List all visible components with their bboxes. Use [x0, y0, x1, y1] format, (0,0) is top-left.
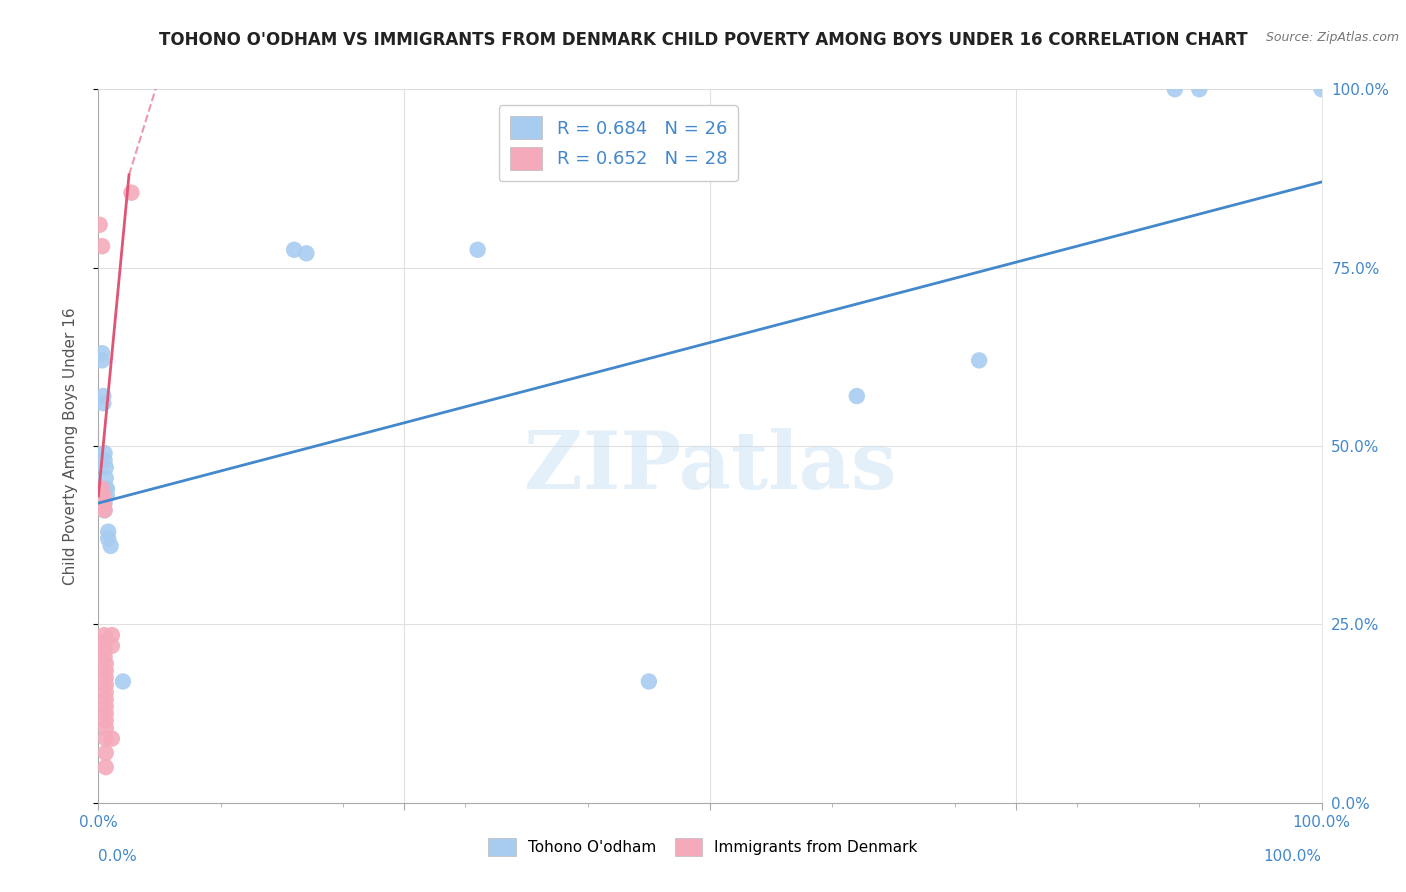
Text: Source: ZipAtlas.com: Source: ZipAtlas.com: [1265, 31, 1399, 45]
Point: [94, 760, 117, 774]
Y-axis label: Child Poverty Among Boys Under 16: Child Poverty Among Boys Under 16: [63, 307, 77, 585]
Point: [94, 678, 117, 692]
Point: [91, 396, 114, 410]
Point: [94, 692, 117, 706]
Point: [120, 186, 142, 200]
Point: [91, 353, 114, 368]
Point: [94, 671, 117, 685]
Point: [94, 699, 117, 714]
Legend: Tohono O'odham, Immigrants from Denmark: Tohono O'odham, Immigrants from Denmark: [482, 832, 924, 862]
Point: [295, 246, 318, 260]
Point: [93, 453, 115, 467]
Point: [91, 500, 114, 514]
Point: [94, 657, 117, 671]
Point: [967, 353, 990, 368]
Point: [283, 243, 305, 257]
Point: [97, 524, 120, 539]
Point: [89, 218, 111, 232]
Text: ZIPatlas: ZIPatlas: [524, 428, 896, 507]
Text: 100.0%: 100.0%: [1264, 849, 1322, 863]
Point: [1310, 82, 1333, 96]
Point: [91, 346, 114, 360]
Point: [94, 714, 117, 728]
Point: [96, 489, 118, 503]
Point: [93, 635, 115, 649]
Point: [94, 731, 117, 746]
Point: [91, 239, 114, 253]
Point: [100, 539, 122, 553]
Point: [93, 649, 115, 664]
Point: [94, 721, 117, 735]
Point: [101, 731, 124, 746]
Point: [91, 389, 114, 403]
Point: [467, 243, 489, 257]
Point: [93, 503, 115, 517]
Point: [101, 639, 124, 653]
Text: 0.0%: 0.0%: [98, 849, 138, 863]
Point: [111, 674, 134, 689]
Point: [91, 496, 114, 510]
Legend: R = 0.684   N = 26, R = 0.652   N = 28: R = 0.684 N = 26, R = 0.652 N = 28: [499, 105, 738, 181]
Point: [94, 471, 117, 485]
Point: [845, 389, 868, 403]
Point: [93, 503, 115, 517]
Point: [94, 746, 117, 760]
Point: [91, 482, 114, 496]
Point: [93, 642, 115, 657]
Point: [97, 532, 120, 546]
Point: [96, 482, 118, 496]
Point: [1164, 82, 1187, 96]
Point: [93, 446, 115, 460]
Point: [91, 489, 114, 503]
Point: [94, 685, 117, 699]
Point: [93, 496, 115, 510]
Point: [638, 674, 661, 689]
Point: [1188, 82, 1211, 96]
Point: [94, 664, 117, 678]
Point: [101, 628, 124, 642]
Point: [94, 460, 117, 475]
Point: [94, 706, 117, 721]
Point: [94, 482, 117, 496]
Point: [93, 628, 115, 642]
Text: TOHONO O'ODHAM VS IMMIGRANTS FROM DENMARK CHILD POVERTY AMONG BOYS UNDER 16 CORR: TOHONO O'ODHAM VS IMMIGRANTS FROM DENMAR…: [159, 31, 1247, 49]
